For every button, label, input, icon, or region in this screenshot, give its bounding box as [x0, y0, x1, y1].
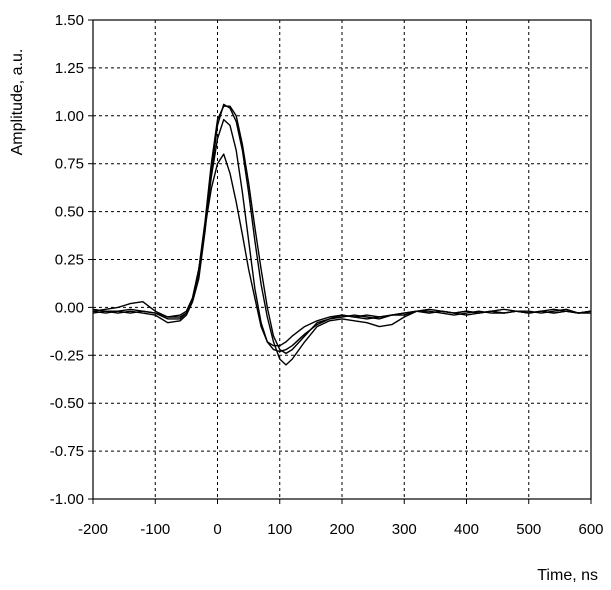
series-line-3 [92, 118, 592, 353]
x-tick-label: -100 [140, 521, 170, 538]
grid [93, 20, 591, 499]
x-axis-title: Time, ns [537, 567, 598, 584]
y-tick-label: -0.25 [50, 347, 84, 364]
tick-marks [88, 19, 592, 504]
y-tick-label: 0.25 [55, 252, 84, 269]
x-tick-label: 500 [516, 521, 541, 538]
y-tick-label: 1.50 [55, 12, 84, 29]
x-tick-label: 100 [267, 521, 292, 538]
y-tick-label: -1.00 [50, 491, 84, 508]
y-tick-label: -0.75 [50, 443, 84, 460]
x-tick-label: 200 [329, 521, 354, 538]
y-tick-label: 0.75 [55, 156, 84, 173]
plot-frame [92, 19, 592, 500]
y-tick-label: 0.00 [55, 299, 84, 316]
series-group [92, 103, 592, 366]
x-tick-label: 400 [454, 521, 479, 538]
series-line-2 [92, 103, 592, 366]
y-tick-labels: -1.00 -0.75 -0.50 -0.25 0.00 0.25 0.50 0.75 1.00… [50, 12, 84, 508]
y-axis-title: Amplitude, a.u. [9, 49, 26, 156]
x-tick-label: 0 [213, 521, 221, 538]
y-tick-label: 1.00 [55, 108, 84, 125]
y-tick-label: 0.50 [55, 204, 84, 221]
x-tick-label: 600 [578, 521, 603, 538]
x-tick-label: -200 [78, 521, 108, 538]
x-tick-label: 300 [392, 521, 417, 538]
y-tick-label: -0.50 [50, 395, 84, 412]
series-line-4 [92, 153, 592, 347]
x-tick-labels: -200 -100 0 100 200 300 400 500 600 [78, 521, 604, 538]
y-tick-label: 1.25 [55, 60, 84, 77]
